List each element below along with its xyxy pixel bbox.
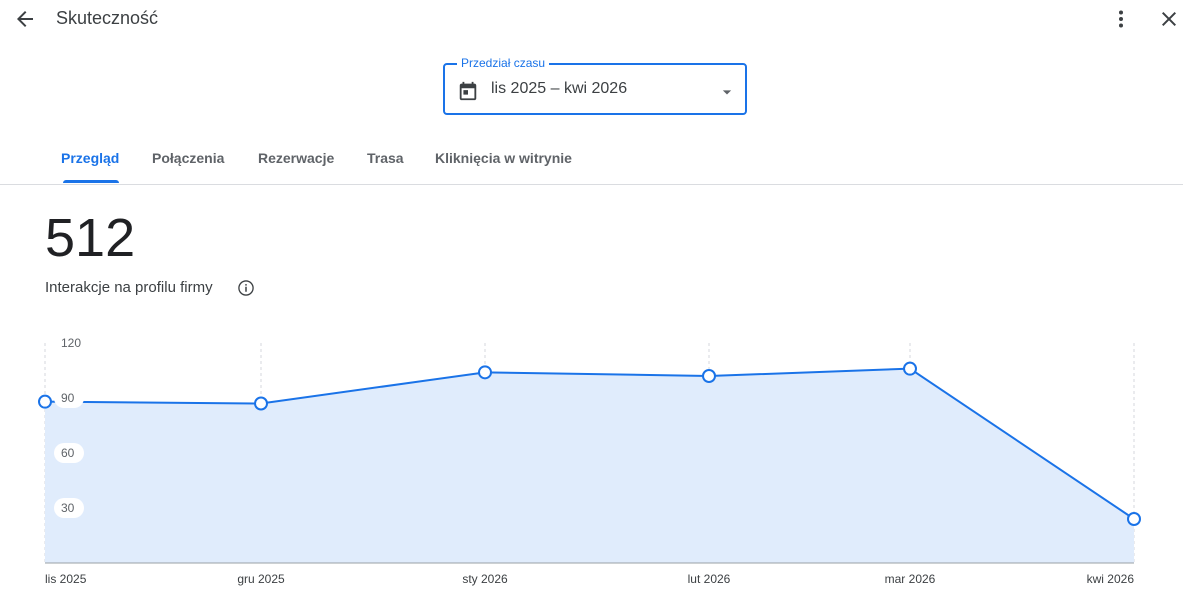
y-tick-bg-3 [54,333,84,353]
more-vert-icon [1119,10,1123,28]
y-tick-label-2: 90 [61,391,75,405]
data-point-4 [903,361,917,376]
y-tick-label-1: 60 [61,446,75,460]
metric-label: Interakcje na profilu firmy [45,279,213,296]
page-title: Skuteczność [56,8,159,28]
date-range-label: Przedział czasu [457,56,550,70]
close-button[interactable] [1153,3,1183,35]
more-options-button[interactable] [1105,3,1137,35]
header: Skuteczność [0,0,1183,40]
tab-directions[interactable]: Trasa [367,150,404,166]
date-range-select[interactable]: Przedział czasu lis 2025 – kwi 2026 [443,56,747,115]
x-tick-label-0: lis 2025 [45,572,87,586]
x-tick-label-2: sty 2026 [462,572,508,586]
tab-overview[interactable]: Przegląd [61,150,120,166]
chevron-down-icon [722,90,732,95]
metric-value: 512 [45,208,136,268]
data-point-2 [478,365,492,380]
active-tab-indicator [63,180,119,183]
y-tick-bg-0 [54,498,84,518]
tab-bookings[interactable]: Rezerwacje [258,150,335,166]
x-tick-label-1: gru 2025 [237,572,285,586]
data-point-1 [254,396,268,411]
close-icon [1162,12,1176,26]
tab-website-clicks[interactable]: Kliknięcia w witrynie [435,150,572,166]
data-point-5 [1127,512,1141,526]
date-range-value: lis 2025 – kwi 2026 [491,80,628,97]
x-tick-label-5: kwi 2026 [1087,572,1135,586]
y-tick-label-0: 30 [61,501,75,515]
y-tick-label-3: 120 [61,336,81,350]
back-button[interactable] [9,3,41,35]
y-tick-bg-1 [54,443,84,463]
x-tick-label-4: mar 2026 [885,572,936,586]
info-icon[interactable] [236,278,256,298]
arrow-back-icon [17,11,33,27]
interactions-chart: 30 60 90 120 lis 2025 gru 2025 sty 2026 lut 202… [38,333,1141,586]
y-tick-bg-2 [54,388,84,408]
area-fill [45,368,1134,563]
calendar-icon [459,81,477,101]
x-tick-label-3: lut 2026 [688,572,731,586]
tab-calls[interactable]: Połączenia [152,150,225,166]
data-point-0 [38,394,52,409]
series-line [44,367,1135,520]
tab-bar: Przegląd Połączenia Rezerwacje Trasa Kli… [0,140,1183,185]
data-point-3 [702,369,716,383]
